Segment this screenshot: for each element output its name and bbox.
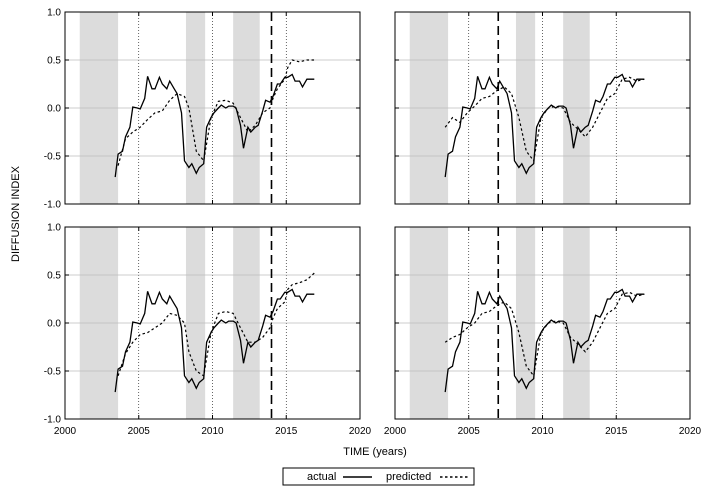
series-predicted	[117, 59, 315, 166]
series-actual	[444, 288, 645, 393]
y-tick-label: -0.5	[44, 152, 62, 163]
legend-label-predicted: predicted	[386, 471, 431, 483]
x-tick-label: 2020	[679, 426, 702, 437]
x-tick-label: 2010	[531, 426, 554, 437]
y-tick-label: 1.0	[47, 223, 61, 234]
y-tick-label: 0.0	[47, 104, 61, 115]
y-tick-label: -0.5	[44, 367, 62, 378]
panel-1: -1.0 -0.5 0.0 0.5 1.0	[44, 8, 361, 211]
x-axis-label: TIME (years)	[343, 446, 407, 458]
y-axis-label: DIFFUSION INDEX	[10, 165, 22, 262]
x-tick-label: 2015	[605, 426, 628, 437]
y-tick-label: 0.5	[47, 271, 61, 282]
y-tick-label: -1.0	[44, 415, 62, 426]
y-tick-label: 0.5	[47, 56, 61, 67]
legend-label-actual: actual	[307, 471, 336, 483]
y-tick-label: 0.0	[47, 319, 61, 330]
series-predicted	[444, 291, 645, 378]
series-predicted	[444, 76, 645, 163]
y-tick-label: -1.0	[44, 200, 62, 211]
panel-3: -1.0 -0.5 0.0 0.5 1.0 2000 2005 2010 2015 2020	[44, 223, 372, 438]
x-tick-label: 2010	[201, 426, 224, 437]
y-tick-label: 1.0	[47, 8, 61, 19]
x-tick-label: 2000	[54, 426, 77, 437]
x-tick-label: 2005	[458, 426, 481, 437]
series-actual	[114, 288, 315, 393]
series-actual	[444, 73, 645, 178]
panel-2	[394, 11, 691, 205]
series-actual	[114, 73, 315, 178]
legend: actual predicted	[282, 467, 475, 486]
x-tick-label: 2015	[275, 426, 298, 437]
x-tick-label: 2020	[349, 426, 372, 437]
x-tick-label: 2005	[128, 426, 151, 437]
x-tick-label: 2000	[384, 426, 407, 437]
panel-4: 2000 2005 2010 2015 2020	[384, 226, 702, 437]
